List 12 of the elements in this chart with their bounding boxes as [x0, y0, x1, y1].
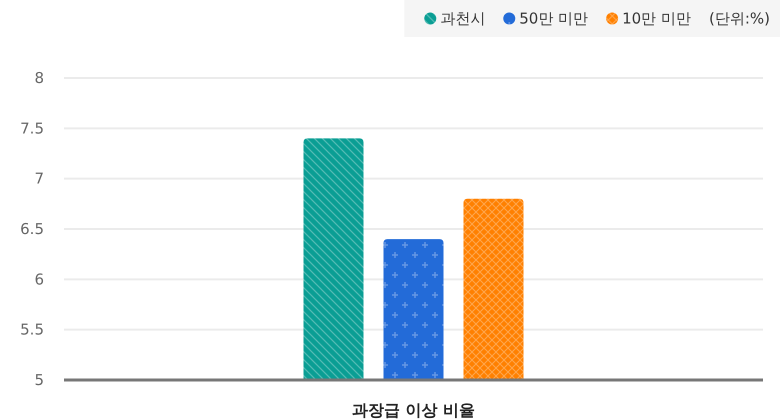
y-tick-label: 7: [34, 170, 44, 188]
y-tick-label: 5.5: [20, 320, 44, 339]
legend-label: 50만 미만: [519, 10, 588, 28]
text: (단위:%): [708, 10, 770, 28]
y-tick-label: 5: [34, 371, 44, 389]
legend-label: 과천시: [440, 10, 486, 28]
y-tick-label: 6.5: [20, 220, 44, 238]
y-tick-label: 7.5: [20, 119, 44, 138]
legend-label: 10만 미만: [622, 10, 691, 28]
x-tick-label: 과장급 이상 비율: [352, 400, 476, 420]
y-tick-label: 8: [34, 69, 44, 87]
y-tick-label: 6: [34, 270, 44, 288]
